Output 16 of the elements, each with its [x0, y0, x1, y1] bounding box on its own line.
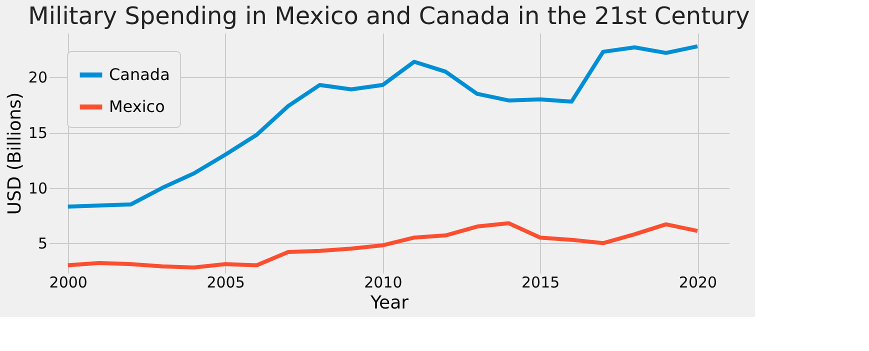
- y-axis-title: USD (Billions): [4, 92, 26, 215]
- legend-label: Mexico: [109, 97, 165, 116]
- legend-label: Canada: [109, 65, 170, 84]
- y-tick-label: 20: [28, 68, 48, 87]
- x-tick-label: 2005: [206, 274, 245, 292]
- line-series: [66, 221, 700, 270]
- x-axis-title: Year: [369, 292, 410, 314]
- y-tick-label: 15: [28, 124, 48, 142]
- y-tick-label: 5: [38, 234, 48, 253]
- y-tick-label: 10: [28, 179, 48, 198]
- chart-title: Military Spending in Mexico and Canada in the 21st Century: [28, 2, 750, 30]
- x-tick-label: 2020: [678, 274, 718, 292]
- x-tick-label: 2015: [522, 274, 560, 292]
- x-tick-label: 2000: [49, 274, 88, 292]
- x-tick-label: 2010: [364, 274, 402, 292]
- line-series: [66, 44, 700, 209]
